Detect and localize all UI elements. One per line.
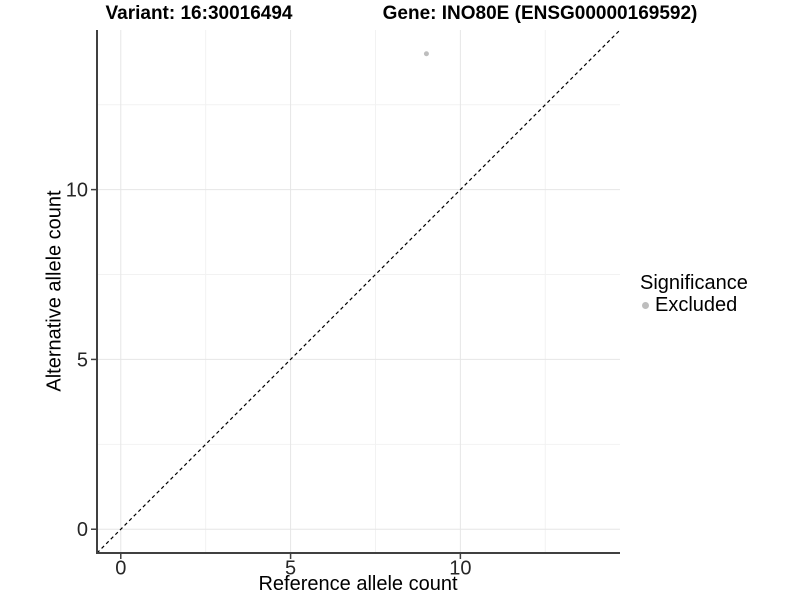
plot-title-variant: Variant: 16:30016494 [105,3,293,24]
y-tick-label: 0 [77,519,88,541]
y-axis-label: Alternative allele count [43,190,66,392]
data-point [423,51,429,57]
y-tick-label: 10 [66,180,88,202]
identity-reference-line [96,29,621,554]
x-axis-label: Reference allele count [258,573,458,595]
legend: Significance Excluded [640,272,748,316]
plot-title-gene: Gene: INO80E (ENSG00000169592) [382,3,698,24]
legend-item: Excluded [640,294,748,316]
x-tick-label: 10 [449,558,471,580]
legend-items: Excluded [640,294,748,316]
legend-point-swatch-icon [642,301,649,309]
y-tick-label: 5 [77,349,88,371]
legend-title: Significance [640,272,748,294]
x-tick-label: 5 [285,558,296,580]
legend-item-label: Excluded [655,294,738,316]
x-tick-label: 0 [115,558,126,580]
